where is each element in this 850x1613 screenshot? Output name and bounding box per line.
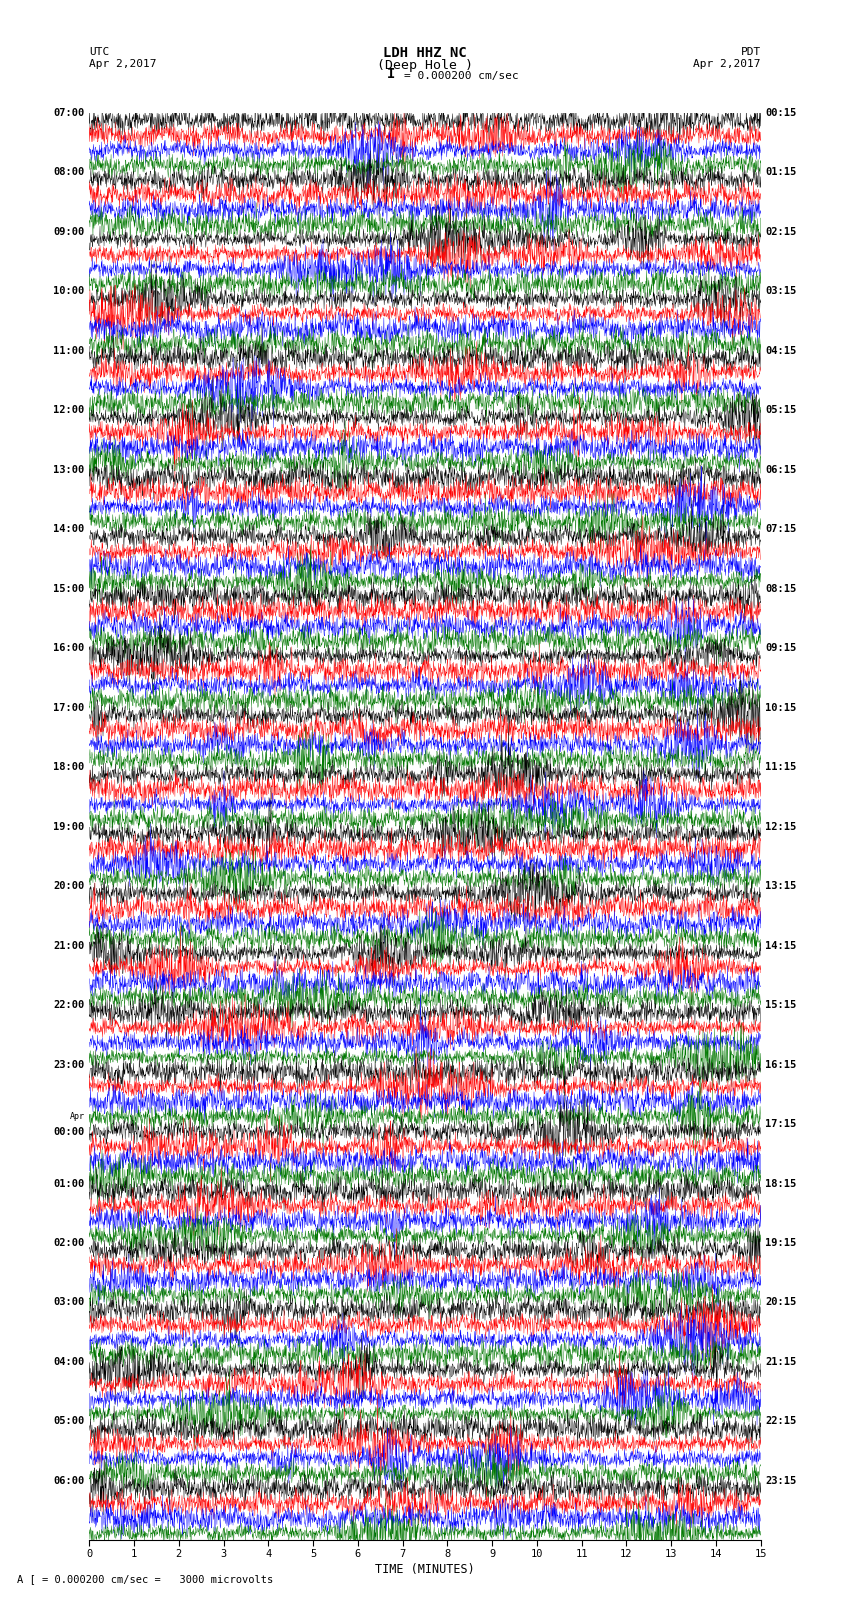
Text: Apr: Apr [70, 1111, 84, 1121]
Text: 12:15: 12:15 [766, 821, 796, 832]
Text: 19:15: 19:15 [766, 1239, 796, 1248]
Text: 21:15: 21:15 [766, 1357, 796, 1366]
Text: 18:15: 18:15 [766, 1179, 796, 1189]
Text: 10:00: 10:00 [54, 287, 84, 297]
Text: 03:15: 03:15 [766, 287, 796, 297]
Text: 02:15: 02:15 [766, 227, 796, 237]
Text: 06:15: 06:15 [766, 465, 796, 474]
Text: 16:00: 16:00 [54, 644, 84, 653]
Text: 21:00: 21:00 [54, 940, 84, 950]
Text: 20:15: 20:15 [766, 1297, 796, 1308]
Text: 01:00: 01:00 [54, 1179, 84, 1189]
Text: 08:15: 08:15 [766, 584, 796, 594]
Text: 14:15: 14:15 [766, 940, 796, 950]
Text: 09:15: 09:15 [766, 644, 796, 653]
X-axis label: TIME (MINUTES): TIME (MINUTES) [375, 1563, 475, 1576]
Text: 22:00: 22:00 [54, 1000, 84, 1010]
Text: 00:00: 00:00 [54, 1127, 84, 1137]
Text: (Deep Hole ): (Deep Hole ) [377, 58, 473, 71]
Text: I: I [387, 66, 395, 81]
Text: 13:15: 13:15 [766, 881, 796, 890]
Text: = 0.000200 cm/sec: = 0.000200 cm/sec [404, 71, 518, 81]
Text: 05:15: 05:15 [766, 405, 796, 415]
Text: 15:15: 15:15 [766, 1000, 796, 1010]
Text: 02:00: 02:00 [54, 1239, 84, 1248]
Text: UTC: UTC [89, 47, 110, 58]
Text: 08:00: 08:00 [54, 168, 84, 177]
Text: LDH HHZ NC: LDH HHZ NC [383, 47, 467, 60]
Text: 20:00: 20:00 [54, 881, 84, 890]
Text: A [ = 0.000200 cm/sec =   3000 microvolts: A [ = 0.000200 cm/sec = 3000 microvolts [17, 1574, 273, 1584]
Text: 11:00: 11:00 [54, 345, 84, 356]
Text: 09:00: 09:00 [54, 227, 84, 237]
Text: 10:15: 10:15 [766, 703, 796, 713]
Text: 11:15: 11:15 [766, 763, 796, 773]
Text: 23:15: 23:15 [766, 1476, 796, 1486]
Text: 17:15: 17:15 [766, 1119, 796, 1129]
Text: 19:00: 19:00 [54, 821, 84, 832]
Text: 05:00: 05:00 [54, 1416, 84, 1426]
Text: Apr 2,2017: Apr 2,2017 [694, 60, 761, 69]
Text: 01:15: 01:15 [766, 168, 796, 177]
Text: 12:00: 12:00 [54, 405, 84, 415]
Text: 15:00: 15:00 [54, 584, 84, 594]
Text: 06:00: 06:00 [54, 1476, 84, 1486]
Text: 07:15: 07:15 [766, 524, 796, 534]
Text: 00:15: 00:15 [766, 108, 796, 118]
Text: 13:00: 13:00 [54, 465, 84, 474]
Text: 03:00: 03:00 [54, 1297, 84, 1308]
Text: 16:15: 16:15 [766, 1060, 796, 1069]
Text: 14:00: 14:00 [54, 524, 84, 534]
Text: PDT: PDT [740, 47, 761, 58]
Text: Apr 2,2017: Apr 2,2017 [89, 60, 156, 69]
Text: 04:15: 04:15 [766, 345, 796, 356]
Text: 18:00: 18:00 [54, 763, 84, 773]
Text: 22:15: 22:15 [766, 1416, 796, 1426]
Text: 07:00: 07:00 [54, 108, 84, 118]
Text: 04:00: 04:00 [54, 1357, 84, 1366]
Text: 23:00: 23:00 [54, 1060, 84, 1069]
Text: 17:00: 17:00 [54, 703, 84, 713]
